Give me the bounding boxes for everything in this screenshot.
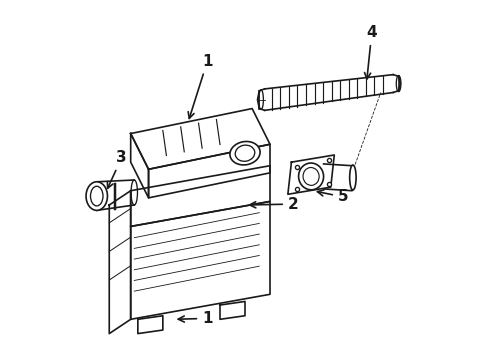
Polygon shape bbox=[131, 202, 270, 319]
Polygon shape bbox=[131, 134, 148, 198]
Ellipse shape bbox=[86, 182, 107, 210]
Text: 5: 5 bbox=[318, 189, 348, 204]
Polygon shape bbox=[131, 109, 270, 169]
Text: 1: 1 bbox=[188, 54, 213, 118]
Polygon shape bbox=[288, 155, 334, 194]
Text: 1: 1 bbox=[178, 311, 213, 326]
Polygon shape bbox=[220, 301, 245, 319]
Text: 4: 4 bbox=[365, 25, 377, 79]
Text: 3: 3 bbox=[107, 150, 127, 188]
Polygon shape bbox=[138, 316, 163, 334]
Text: 2: 2 bbox=[249, 197, 298, 212]
Polygon shape bbox=[109, 191, 131, 334]
Ellipse shape bbox=[298, 163, 323, 190]
Ellipse shape bbox=[350, 165, 356, 190]
Polygon shape bbox=[131, 166, 270, 226]
Ellipse shape bbox=[230, 141, 260, 165]
Polygon shape bbox=[148, 144, 270, 198]
